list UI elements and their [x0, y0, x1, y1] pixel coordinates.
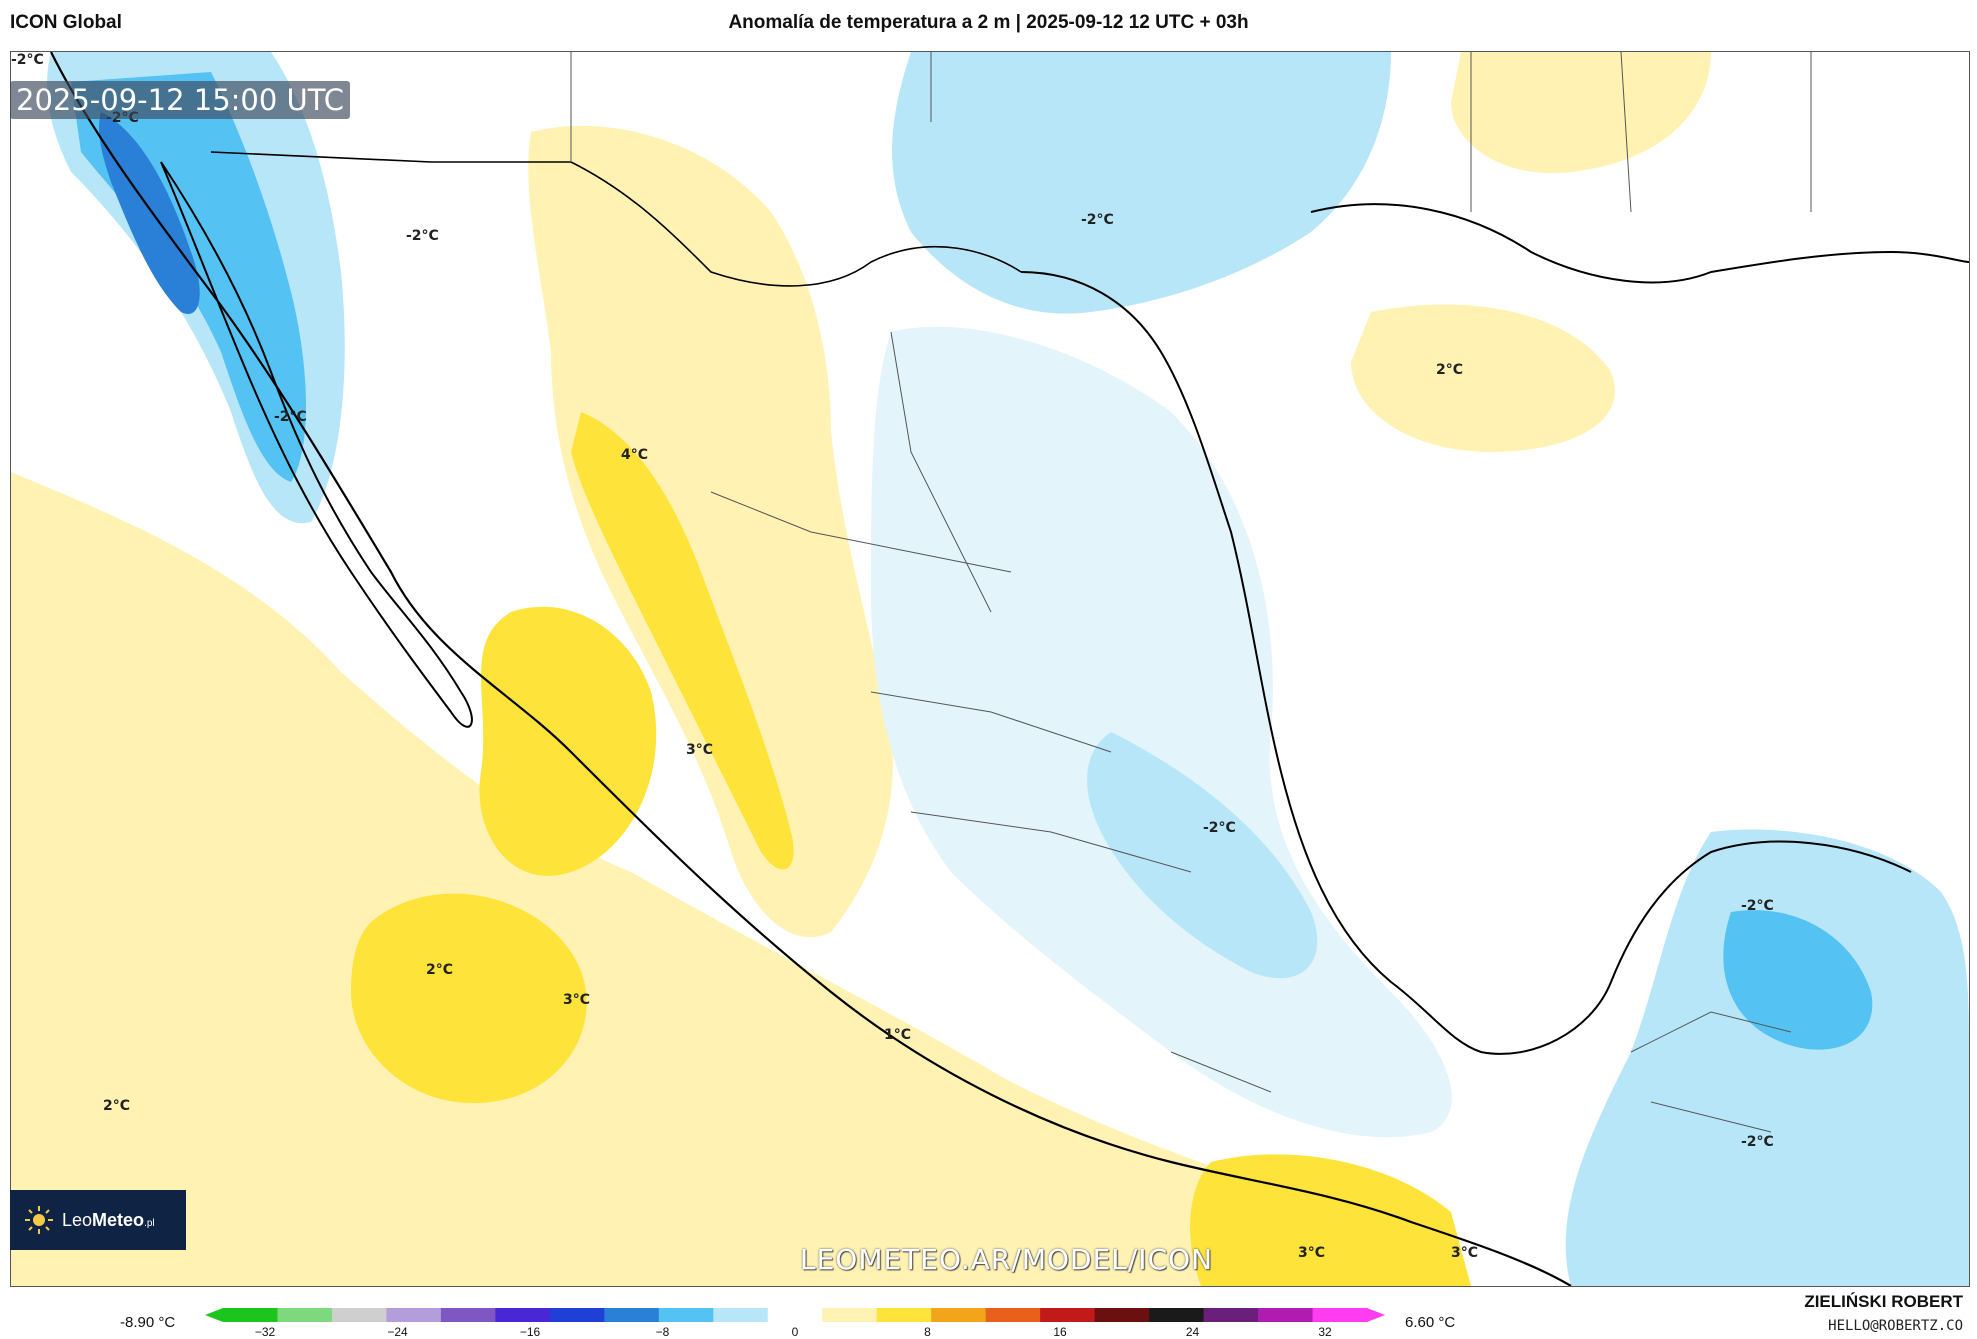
sierra-madre-warm-core: [571, 412, 794, 870]
pacific-warm-core-1: [479, 606, 657, 876]
isoline-label: 2°C: [103, 1098, 131, 1114]
website-watermark: LEOMETEO.AR/MODEL/ICON: [800, 1243, 1214, 1276]
legend-tick-label: −24: [387, 1325, 408, 1339]
color-scale-swatch: [223, 1308, 278, 1322]
color-scale-swatch: [331, 1308, 387, 1322]
color-scale-swatch: [1258, 1308, 1314, 1322]
isoline-label: 3°C: [1451, 1245, 1479, 1261]
color-scale-swatch: [1312, 1308, 1368, 1322]
us-mexico-border: [210, 151, 1022, 287]
legend-tick-label: −32: [254, 1325, 276, 1339]
gulf-warm-patch: [1351, 304, 1615, 452]
isoline-label: 2°C: [1436, 362, 1464, 378]
color-scale-swatch: [1040, 1308, 1096, 1322]
color-scale-swatch: [767, 1308, 823, 1322]
brand-logo[interactable]: LeoMeteo.pl: [10, 1190, 186, 1250]
color-scale-swatch: [658, 1308, 714, 1322]
us-south-cold: [892, 52, 1391, 314]
author-email[interactable]: HELLO@ROBERTZ.CO: [1828, 1318, 1963, 1334]
color-scale-swatch: [876, 1308, 932, 1322]
baja-cold-strong: [99, 112, 200, 314]
legend-tick-label: 8: [924, 1325, 931, 1339]
isoline-label: -2°C: [1741, 1134, 1774, 1150]
isoline-label: -2°C: [1741, 898, 1774, 914]
yucatan-cold: [1565, 829, 1969, 1286]
baja-peninsula-outline: [160, 161, 473, 728]
color-scale-min-arrow: [205, 1308, 223, 1322]
pacific-warm-area: [11, 472, 1311, 1286]
isoline-label: -2°C: [406, 228, 439, 244]
legend-min-label: -8.90 °C: [120, 1314, 176, 1331]
isoline-label: 1°C: [884, 1027, 912, 1043]
us-gulf-coastline: [1310, 203, 1969, 284]
legend-tick-label: −16: [519, 1325, 541, 1339]
color-scale-swatch: [1203, 1308, 1259, 1322]
pacific-warm-core-2: [351, 893, 587, 1104]
state-borders: [710, 331, 1792, 1133]
legend-tick-label: −8: [655, 1325, 670, 1339]
isoline-label: 3°C: [686, 742, 714, 758]
isoline-label: -2°C: [274, 409, 307, 425]
south-warm-core: [1190, 1154, 1471, 1286]
isoline-label: -2°C: [1081, 212, 1114, 228]
author-credit: ZIELIŃSKI ROBERT: [1804, 1292, 1963, 1311]
color-scale-swatch: [985, 1308, 1041, 1322]
brand-name: LeoMeteo.pl: [62, 1209, 155, 1230]
anomaly-map: -2°C -2°C -2°C -2°C 4°C 2°C 3°C -2°C -2°…: [10, 51, 1970, 1287]
color-scale-swatch: [440, 1308, 496, 1322]
color-scale-swatch: [604, 1308, 660, 1322]
gulf-coastline: [1020, 271, 1912, 1055]
isoline-label: -2°C: [11, 52, 44, 68]
valid-time-badge: 2025-09-12 15:00 UTC: [10, 81, 351, 119]
color-scale-swatch: [822, 1308, 878, 1322]
color-scale-swatch: [495, 1308, 551, 1322]
yucatan-cold-core: [1723, 910, 1873, 1050]
color-scale-swatch: [713, 1308, 769, 1322]
color-scale-swatch: [931, 1308, 987, 1322]
legend-tick-label: 32: [1318, 1325, 1332, 1339]
color-scale-max-arrow: [1367, 1308, 1385, 1322]
map-title: Anomalía de temperatura a 2 m | 2025-09-…: [728, 12, 1249, 33]
legend-tick-label: 24: [1185, 1325, 1200, 1339]
model-name: ICON Global: [10, 12, 122, 33]
central-mexico-cold-core: [1087, 732, 1318, 979]
legend-tick-label: 0: [791, 1325, 799, 1339]
central-mexico-cold: [871, 326, 1452, 1138]
color-scale-swatch: [386, 1308, 442, 1322]
isoline-label: 3°C: [1298, 1245, 1326, 1261]
color-scale-swatch: [1094, 1308, 1150, 1322]
us-warm-patch: [1451, 52, 1711, 174]
color-scale-swatch: [1149, 1308, 1205, 1322]
isoline-label: 2°C: [426, 962, 454, 978]
legend-tick-label: 16: [1053, 1325, 1067, 1339]
color-scale-bar: [205, 1308, 1385, 1322]
isoline-label: 4°C: [621, 447, 649, 463]
color-scale-swatch: [277, 1308, 333, 1322]
legend-max-label: 6.60 °C: [1405, 1314, 1456, 1331]
isoline-label: 3°C: [563, 992, 591, 1008]
isoline-label: -2°C: [1203, 820, 1236, 836]
color-scale-swatch: [549, 1308, 605, 1322]
mexico-coastline: [50, 52, 1572, 1286]
sun-icon: [25, 1206, 53, 1234]
north-mexico-warm: [528, 125, 893, 938]
map-canvas: [11, 52, 1969, 1286]
us-state-borders: [570, 52, 1812, 213]
